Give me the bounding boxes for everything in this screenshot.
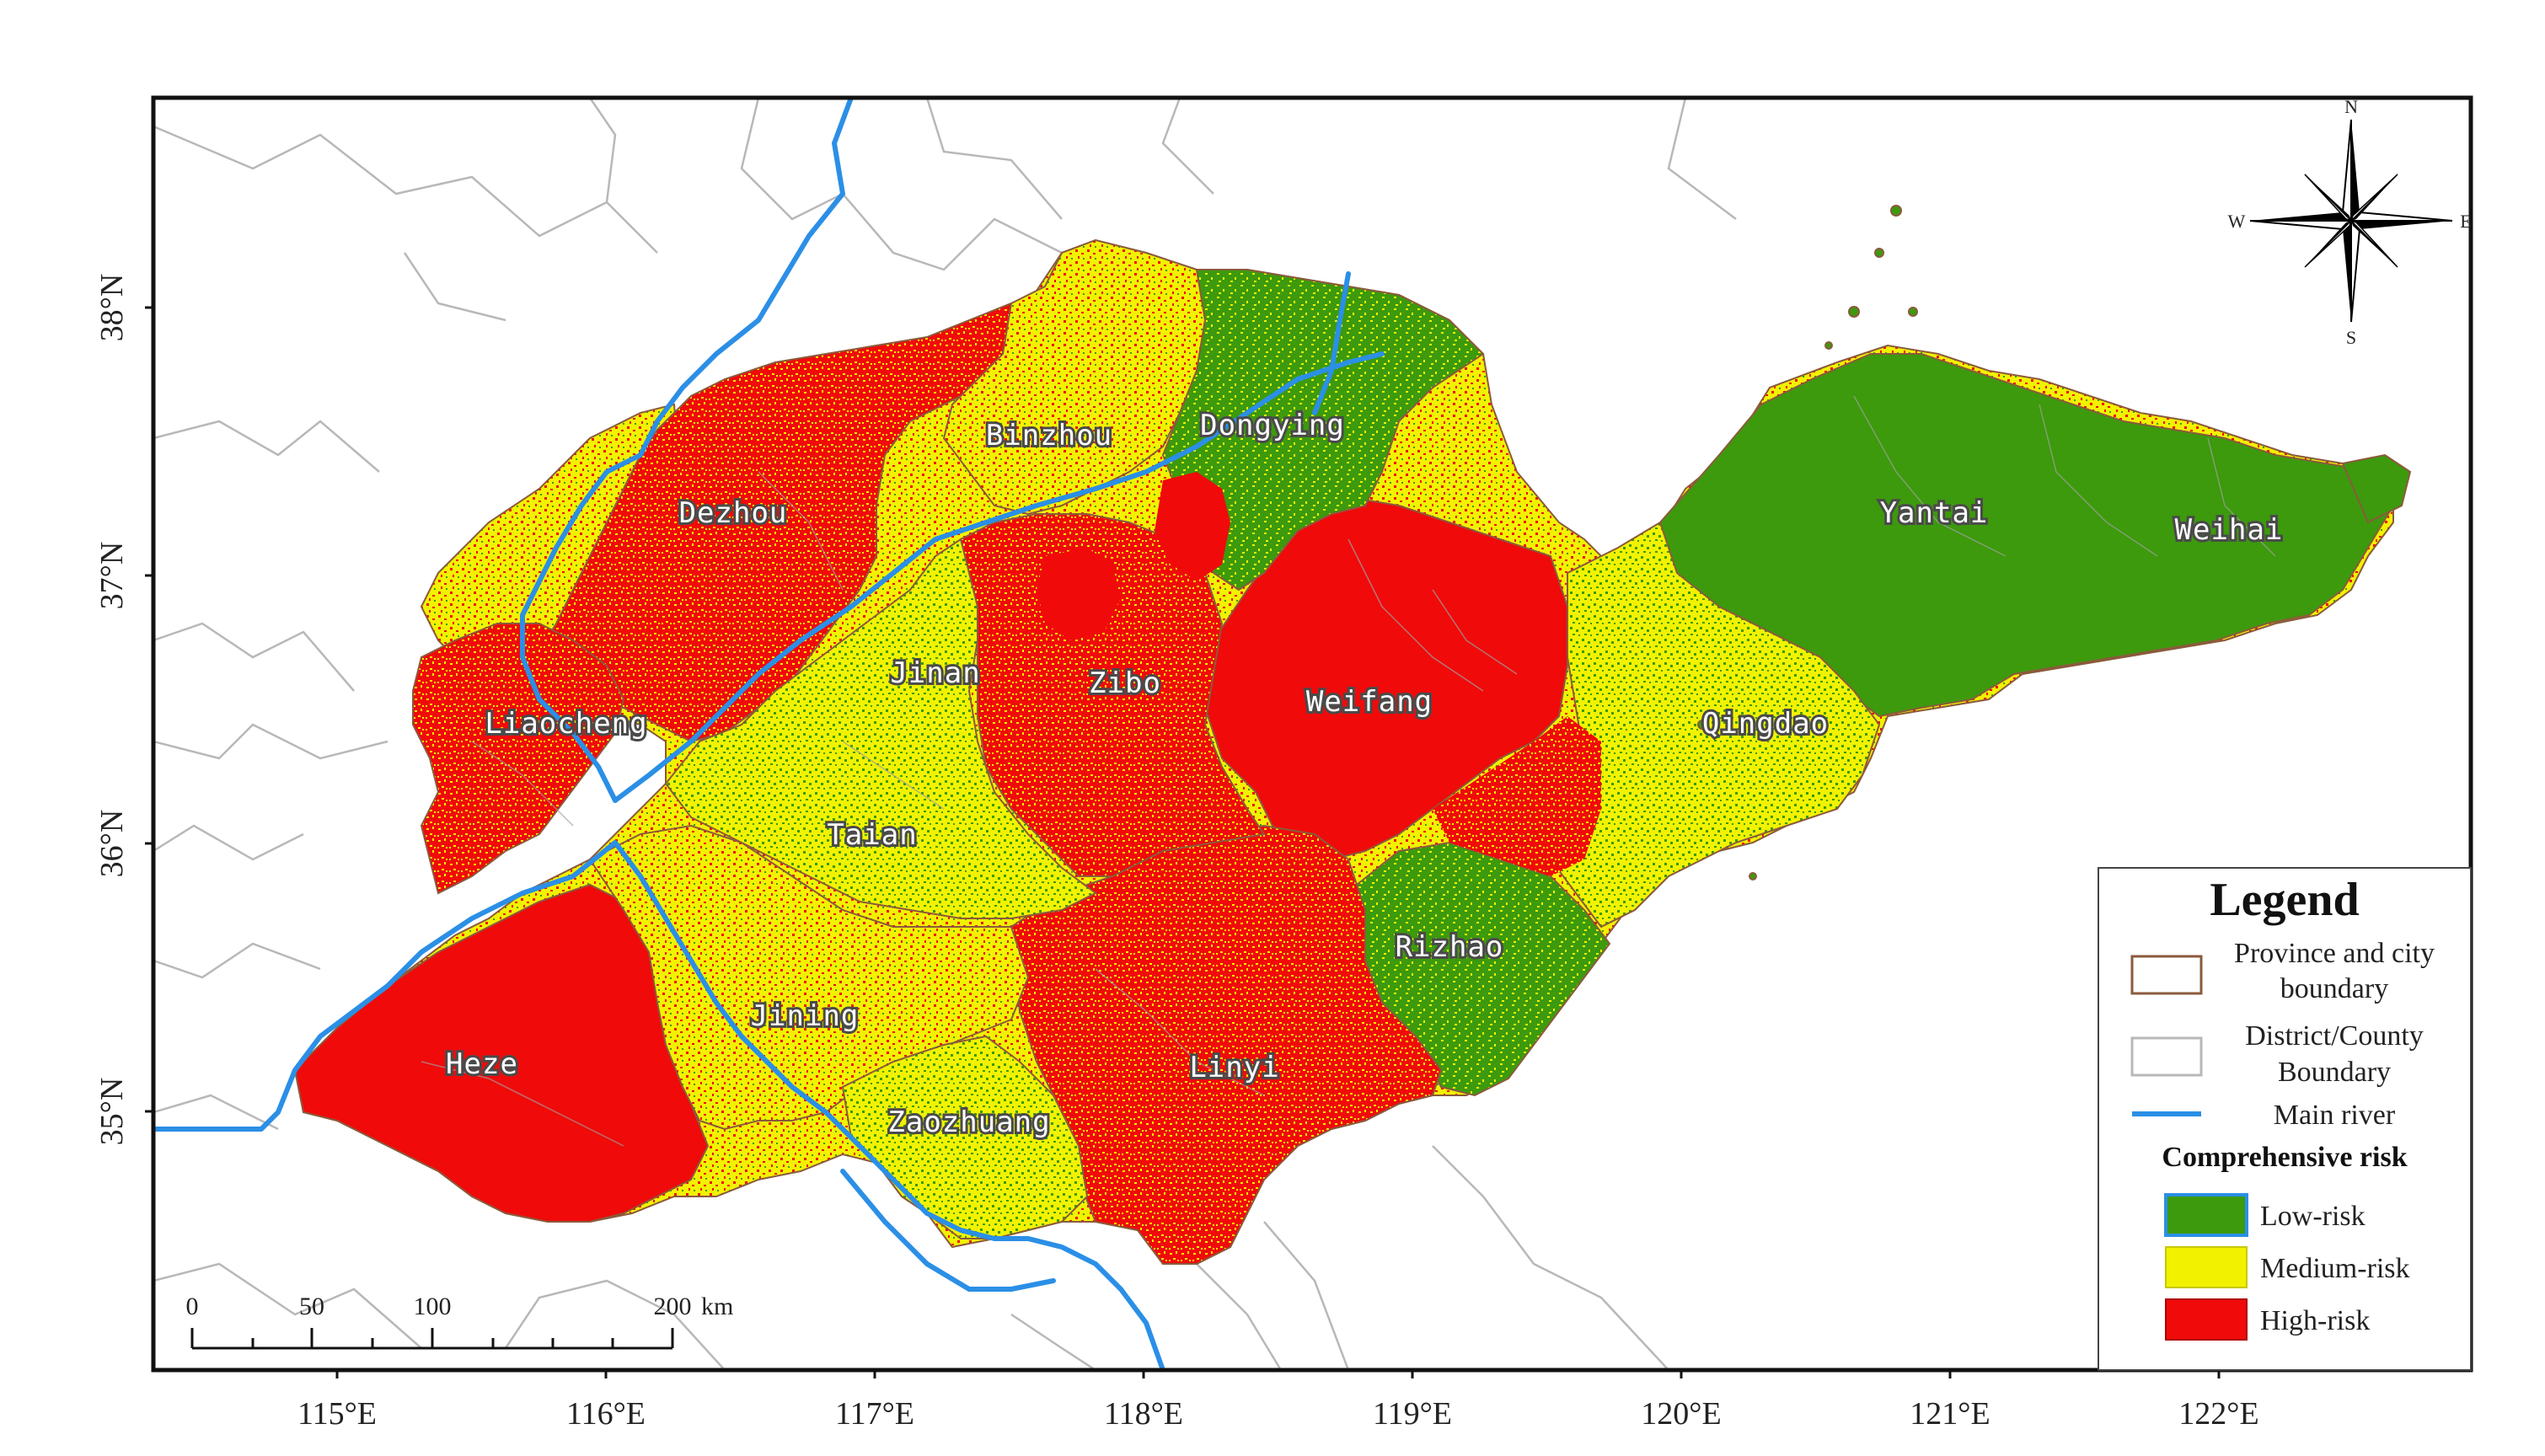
city-label-qingdao: Qingdao — [1702, 707, 1829, 741]
legend-label-province-2: boundary — [2280, 973, 2388, 1004]
legend-title: Legend — [2210, 874, 2359, 926]
legend-label-low: Low-risk — [2260, 1201, 2366, 1232]
scale-bar: 0 50 100 200 km — [186, 1293, 733, 1350]
scale-unit: km — [701, 1293, 733, 1320]
legend-swatch-medium — [2165, 1246, 2248, 1288]
dongying-red-core — [1155, 472, 1230, 581]
scale-tick-200: 200 — [654, 1293, 692, 1320]
lon-label-117: 117°E — [835, 1396, 914, 1432]
legend-box — [2098, 867, 2472, 1371]
lon-label-118: 118°E — [1104, 1396, 1183, 1432]
compass-e: E — [2460, 211, 2471, 232]
compass-s: S — [2346, 327, 2356, 348]
city-label-taian: Taian — [827, 818, 917, 852]
city-label-weihai: Weihai — [2175, 513, 2284, 547]
legend-label-district-2: Boundary — [2278, 1057, 2391, 1088]
city-label-jinan: Jinan — [890, 656, 980, 690]
map-frame-border — [151, 95, 2473, 1373]
city-label-binzhou: Binzhou — [986, 419, 1112, 452]
legend-label-medium: Medium-risk — [2260, 1253, 2410, 1284]
compass-n: N — [2344, 96, 2358, 117]
region-heze — [293, 883, 710, 1223]
legend-label-province-1: Province and city — [2234, 938, 2435, 969]
region-binzhou — [942, 238, 1207, 516]
legend-swatch-high — [2165, 1298, 2248, 1341]
lat-label-38: 38°N — [94, 274, 130, 342]
legend-label-district-1: District/County — [2245, 1020, 2424, 1052]
longitude-ticks — [335, 1370, 2221, 1378]
compass-star-icon — [2249, 119, 2453, 323]
city-label-liaocheng: Liaocheng — [485, 707, 647, 741]
legend-swatch-district — [2130, 1036, 2203, 1077]
scale-tick-50: 50 — [299, 1293, 324, 1320]
region-dongying — [1161, 269, 1485, 592]
weihai-tip — [2341, 453, 2412, 524]
legend: Legend Province and city boundary Distri… — [2098, 867, 2472, 1371]
region-liaocheng — [412, 623, 625, 895]
legend-swatch-low — [2164, 1193, 2248, 1237]
latitude-ticks — [145, 306, 153, 1113]
city-label-linyi: Linyi — [1189, 1051, 1279, 1084]
city-label-dongying: Dongying — [1200, 409, 1345, 442]
lat-label-36: 36°N — [94, 810, 130, 878]
main-rivers — [153, 98, 1385, 1370]
inner-district-boundaries — [421, 395, 2276, 1147]
city-label-zaozhuang: Zaozhuang — [887, 1105, 1050, 1139]
lon-label-115: 115°E — [297, 1396, 377, 1432]
lon-label-119: 119°E — [1373, 1396, 1452, 1432]
city-label-yantai: Yantai — [1880, 496, 1989, 530]
lat-label-37: 37°N — [94, 542, 130, 610]
compass-w: W — [2228, 211, 2246, 232]
city-label-weifang: Weifang — [1306, 685, 1433, 719]
scale-tick-100: 100 — [414, 1293, 452, 1320]
lon-label-116: 116°E — [566, 1396, 646, 1432]
region-zibo — [959, 513, 1266, 877]
city-label-jining: Jining — [751, 999, 860, 1033]
region-weifang-mixed — [1433, 716, 1601, 876]
lon-label-121: 121°E — [1910, 1396, 1990, 1432]
compass-rose: N S E W — [2228, 96, 2472, 348]
city-label-dezhou: Dezhou — [679, 496, 788, 530]
islands — [1697, 205, 1918, 881]
city-label-rizhao: Rizhao — [1396, 930, 1504, 964]
city-label-zibo: Zibo — [1089, 666, 1161, 700]
city-label-heze: Heze — [446, 1047, 518, 1081]
zibo-red-core — [1037, 548, 1121, 640]
legend-label-high: High-risk — [2260, 1305, 2370, 1336]
legend-risk-heading: Comprehensive risk — [2162, 1142, 2407, 1173]
lat-label-35: 35°N — [94, 1078, 130, 1146]
lon-label-120: 120°E — [1641, 1396, 1721, 1432]
legend-swatch-province — [2130, 955, 2203, 995]
legend-label-river: Main river — [2274, 1100, 2396, 1131]
lon-label-122: 122°E — [2178, 1396, 2258, 1432]
scale-tick-0: 0 — [186, 1293, 199, 1320]
region-weifang — [1203, 495, 1568, 861]
